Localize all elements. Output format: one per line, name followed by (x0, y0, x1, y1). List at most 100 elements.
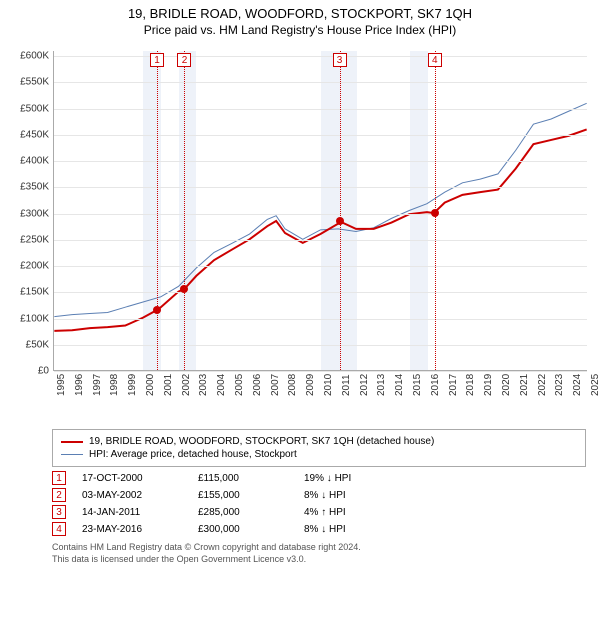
sale-diff: 19% ↓ HPI (304, 473, 394, 484)
y-tick-label: £500K (5, 103, 49, 114)
y-tick-label: £250K (5, 234, 49, 245)
y-tick-label: £0 (5, 366, 49, 377)
legend: 19, BRIDLE ROAD, WOODFORD, STOCKPORT, SK… (52, 429, 586, 467)
x-tick-label: 1999 (127, 374, 138, 396)
sale-point (431, 209, 439, 217)
y-tick-label: £550K (5, 77, 49, 88)
marker-line (340, 51, 341, 370)
y-tick-label: £150K (5, 287, 49, 298)
gridline-h (54, 292, 587, 293)
sale-diff: 8% ↓ HPI (304, 490, 394, 501)
x-tick-label: 2023 (554, 374, 565, 396)
marker-line (157, 51, 158, 370)
x-tick-label: 2017 (448, 374, 459, 396)
y-tick-label: £200K (5, 261, 49, 272)
footer-line-1: Contains HM Land Registry data © Crown c… (52, 542, 586, 554)
marker-line (184, 51, 185, 370)
y-tick-label: £50K (5, 339, 49, 350)
x-tick-label: 2005 (234, 374, 245, 396)
x-tick-label: 2018 (465, 374, 476, 396)
legend-swatch-price (61, 441, 83, 443)
x-tick-label: 2012 (359, 374, 370, 396)
sale-price: £300,000 (198, 524, 288, 535)
gridline-h (54, 240, 587, 241)
sale-point (153, 306, 161, 314)
x-tick-label: 2001 (163, 374, 174, 396)
legend-row-price: 19, BRIDLE ROAD, WOODFORD, STOCKPORT, SK… (61, 436, 577, 447)
x-tick-label: 2013 (376, 374, 387, 396)
x-tick-label: 2006 (252, 374, 263, 396)
legend-label-hpi: HPI: Average price, detached house, Stoc… (89, 449, 297, 460)
sale-date: 23-MAY-2016 (82, 524, 182, 535)
y-tick-label: £450K (5, 129, 49, 140)
x-tick-label: 2008 (287, 374, 298, 396)
gridline-h (54, 109, 587, 110)
x-tick-label: 1998 (109, 374, 120, 396)
gridline-h (54, 56, 587, 57)
sale-row: 2 03-MAY-2002 £155,000 8% ↓ HPI (52, 488, 586, 502)
sale-point (336, 217, 344, 225)
x-tick-label: 2004 (216, 374, 227, 396)
sale-point (180, 285, 188, 293)
marker-number-box: 1 (150, 53, 164, 67)
gridline-h (54, 187, 587, 188)
y-tick-label: £350K (5, 182, 49, 193)
gridline-h (54, 319, 587, 320)
legend-swatch-hpi (61, 454, 83, 455)
gridline-h (54, 135, 587, 136)
sale-row: 4 23-MAY-2016 £300,000 8% ↓ HPI (52, 522, 586, 536)
x-tick-label: 2021 (519, 374, 530, 396)
x-tick-label: 2020 (501, 374, 512, 396)
x-tick-label: 1996 (74, 374, 85, 396)
gridline-h (54, 371, 587, 372)
gridline-h (54, 266, 587, 267)
sale-number-box: 1 (52, 471, 66, 485)
sale-date: 14-JAN-2011 (82, 507, 182, 518)
gridline-h (54, 161, 587, 162)
sale-number-box: 2 (52, 488, 66, 502)
marker-number-box: 4 (428, 53, 442, 67)
chart-container: 1234 £0£50K£100K£150K£200K£250K£300K£350… (5, 43, 595, 423)
sales-table: 1 17-OCT-2000 £115,000 19% ↓ HPI 2 03-MAY-200… (52, 471, 586, 536)
x-tick-label: 2022 (537, 374, 548, 396)
sale-price: £285,000 (198, 507, 288, 518)
y-tick-label: £400K (5, 156, 49, 167)
sale-row: 1 17-OCT-2000 £115,000 19% ↓ HPI (52, 471, 586, 485)
legend-row-hpi: HPI: Average price, detached house, Stoc… (61, 449, 577, 460)
footer: Contains HM Land Registry data © Crown c… (52, 542, 586, 565)
sale-diff: 4% ↑ HPI (304, 507, 394, 518)
x-tick-label: 2011 (341, 374, 352, 396)
x-tick-label: 2014 (394, 374, 405, 396)
chart-subtitle: Price paid vs. HM Land Registry's House … (4, 23, 596, 37)
x-tick-label: 1995 (56, 374, 67, 396)
y-tick-label: £100K (5, 313, 49, 324)
gridline-h (54, 82, 587, 83)
x-tick-label: 2000 (145, 374, 156, 396)
footer-line-2: This data is licensed under the Open Gov… (52, 554, 586, 566)
x-tick-label: 2007 (270, 374, 281, 396)
sale-price: £155,000 (198, 490, 288, 501)
marker-number-box: 3 (333, 53, 347, 67)
gridline-h (54, 345, 587, 346)
x-tick-label: 2016 (430, 374, 441, 396)
sale-number-box: 4 (52, 522, 66, 536)
sale-date: 17-OCT-2000 (82, 473, 182, 484)
sale-row: 3 14-JAN-2011 £285,000 4% ↑ HPI (52, 505, 586, 519)
x-tick-label: 2019 (483, 374, 494, 396)
plot-area: 1234 (53, 51, 587, 371)
y-tick-label: £300K (5, 208, 49, 219)
x-tick-label: 2025 (590, 374, 600, 396)
x-tick-label: 2003 (198, 374, 209, 396)
x-tick-label: 2015 (412, 374, 423, 396)
x-tick-label: 2010 (323, 374, 334, 396)
x-tick-label: 1997 (92, 374, 103, 396)
sale-price: £115,000 (198, 473, 288, 484)
sale-date: 03-MAY-2002 (82, 490, 182, 501)
line-layer (54, 51, 587, 370)
gridline-h (54, 214, 587, 215)
x-tick-label: 2009 (305, 374, 316, 396)
y-tick-label: £600K (5, 51, 49, 62)
x-tick-label: 2024 (572, 374, 583, 396)
sale-diff: 8% ↓ HPI (304, 524, 394, 535)
sale-number-box: 3 (52, 505, 66, 519)
